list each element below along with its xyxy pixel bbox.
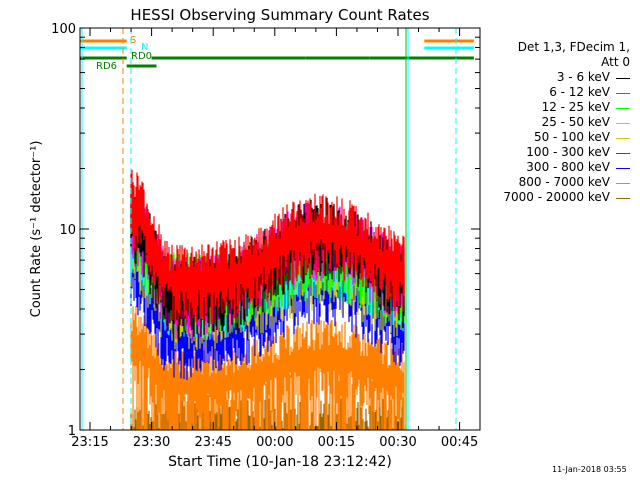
flag-label-rd0: RD0	[131, 51, 152, 62]
x-tick-label: 00:45	[441, 435, 478, 450]
flag-label-rd6: RD6	[96, 61, 117, 72]
legend-item-swatch	[616, 198, 630, 199]
y-tick-label: 10	[59, 223, 76, 238]
x-tick-label: 00:00	[256, 435, 293, 450]
flag-label-s: S	[130, 35, 136, 46]
generation-timestamp: 11-Jan-2018 03:55	[552, 465, 627, 474]
legend-item-swatch	[616, 78, 630, 79]
y-tick-label: 1	[68, 424, 76, 439]
legend-item: 6 - 12 keV	[488, 85, 630, 100]
x-axis-label: Start Time (10-Jan-18 23:12:42)	[168, 454, 392, 470]
legend-item-swatch	[616, 108, 630, 109]
legend-item: 800 - 7000 keV	[488, 175, 630, 190]
legend-item: 7000 - 20000 keV	[488, 190, 630, 205]
y-axis-label: Count Rate (s⁻¹ detector⁻¹)	[29, 141, 44, 318]
x-tick-label: 00:30	[379, 435, 416, 450]
legend-item: 100 - 300 keV	[488, 145, 630, 160]
legend-item-swatch	[616, 168, 630, 169]
legend-item-label: 6 - 12 keV	[549, 85, 610, 99]
legend-item-label: 100 - 300 keV	[526, 145, 610, 159]
legend-item-label: 50 - 100 keV	[533, 130, 610, 144]
legend-item: 12 - 25 keV	[488, 100, 630, 115]
chart-title: HESSI Observing Summary Count Rates	[130, 6, 429, 24]
legend-item: 50 - 100 keV	[488, 130, 630, 145]
legend: Det 1,3, FDecim 1, Att 0 3 - 6 keV 6 - 12…	[488, 40, 630, 205]
legend-item-swatch	[616, 138, 630, 139]
legend-item-swatch	[616, 183, 630, 184]
legend-header-line-2: Att 0	[601, 55, 630, 69]
legend-item-swatch	[616, 123, 630, 124]
x-tick-label: 00:15	[318, 435, 355, 450]
legend-item: 300 - 800 keV	[488, 160, 630, 175]
legend-item-swatch	[616, 93, 630, 94]
legend-header-line-1: Det 1,3, FDecim 1,	[517, 40, 630, 54]
series-trace-low-band	[132, 336, 405, 430]
flag-label-n: N	[141, 42, 148, 53]
legend-item: 3 - 6 keV	[488, 70, 630, 85]
x-tick-label: 23:45	[194, 435, 231, 450]
legend-item-swatch	[616, 153, 630, 154]
x-tick-label: 23:30	[133, 435, 170, 450]
y-tick-label: 100	[51, 22, 76, 37]
legend-item-label: 7000 - 20000 keV	[503, 190, 610, 204]
legend-item-label: 25 - 50 keV	[541, 115, 610, 129]
data-layer	[130, 169, 405, 430]
legend-item-label: 12 - 25 keV	[541, 100, 610, 114]
legend-rows: 3 - 6 keV 6 - 12 keV 12 - 25 keV 25 - 50 ke…	[488, 70, 630, 205]
legend-item-label: 300 - 800 keV	[526, 160, 610, 174]
legend-item: 25 - 50 keV	[488, 115, 630, 130]
axes-layer: 23:15 23:30 23:45 00:00 00:15 00:30 00:45 1 10 10…	[51, 22, 480, 450]
legend-item-label: 800 - 7000 keV	[518, 175, 610, 189]
x-tick-label: 23:15	[71, 435, 108, 450]
legend-item-label: 3 - 6 keV	[556, 70, 610, 84]
